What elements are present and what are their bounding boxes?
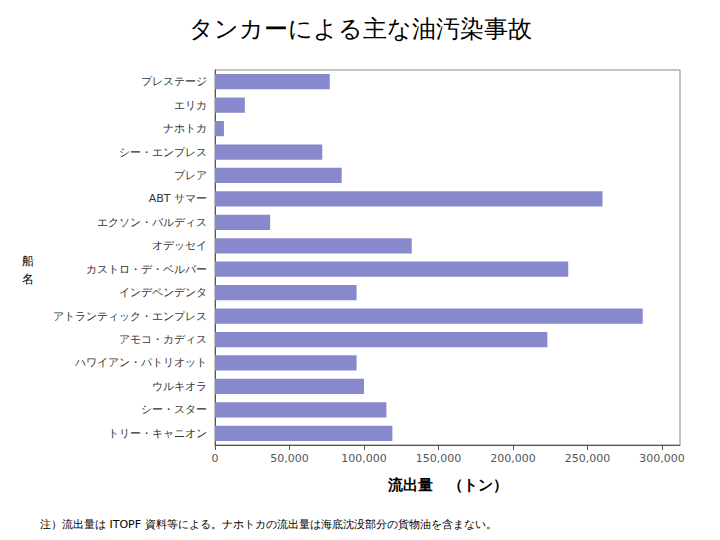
svg-text:シー・エンプレス: シー・エンプレス [119,146,207,159]
svg-text:流出量 （トン）: 流出量 （トン） [387,476,508,494]
svg-text:ハワイアン・パトリオット: ハワイアン・パトリオット [74,356,207,369]
svg-text:200,000: 200,000 [490,452,536,465]
svg-text:150,000: 150,000 [416,452,462,465]
svg-text:エリカ: エリカ [174,99,207,112]
svg-text:250,000: 250,000 [565,452,611,465]
svg-text:アトランティック・エンプレス: アトランティック・エンプレス [53,310,207,323]
svg-text:アモコ・カディス: アモコ・カディス [119,333,207,346]
svg-text:名: 名 [22,272,34,286]
svg-text:注）流出量は ITOPF 資料等による。ナホトカの流出量は海: 注）流出量は ITOPF 資料等による。ナホトカの流出量は海底沈没部分の貨物油を… [40,518,497,531]
svg-text:300,000: 300,000 [639,452,685,465]
svg-text:100,000: 100,000 [341,452,387,465]
svg-text:エクソン・バルディス: エクソン・バルディス [97,216,207,229]
svg-text:シー・スター: シー・スター [141,403,207,416]
svg-text:50,000: 50,000 [270,452,309,465]
svg-text:タンカーによる主な油汚染事故: タンカーによる主な油汚染事故 [189,15,532,43]
svg-text:インデペンデンタ: インデペンデンタ [119,286,207,299]
svg-text:ABT サマー: ABT サマー [149,192,207,205]
svg-text:0: 0 [212,452,219,465]
svg-text:プレステージ: プレステージ [141,75,207,88]
svg-text:オデッセイ: オデッセイ [152,239,207,252]
svg-text:船: 船 [22,254,34,268]
svg-text:ブレア: ブレア [174,169,207,182]
svg-text:トリー・キャニオン: トリー・キャニオン [108,427,207,440]
svg-text:ウルキオラ: ウルキオラ [152,380,207,393]
svg-text:カストロ・デ・ベルバー: カストロ・デ・ベルバー [86,263,207,276]
svg-text:ナホトカ: ナホトカ [163,122,207,135]
